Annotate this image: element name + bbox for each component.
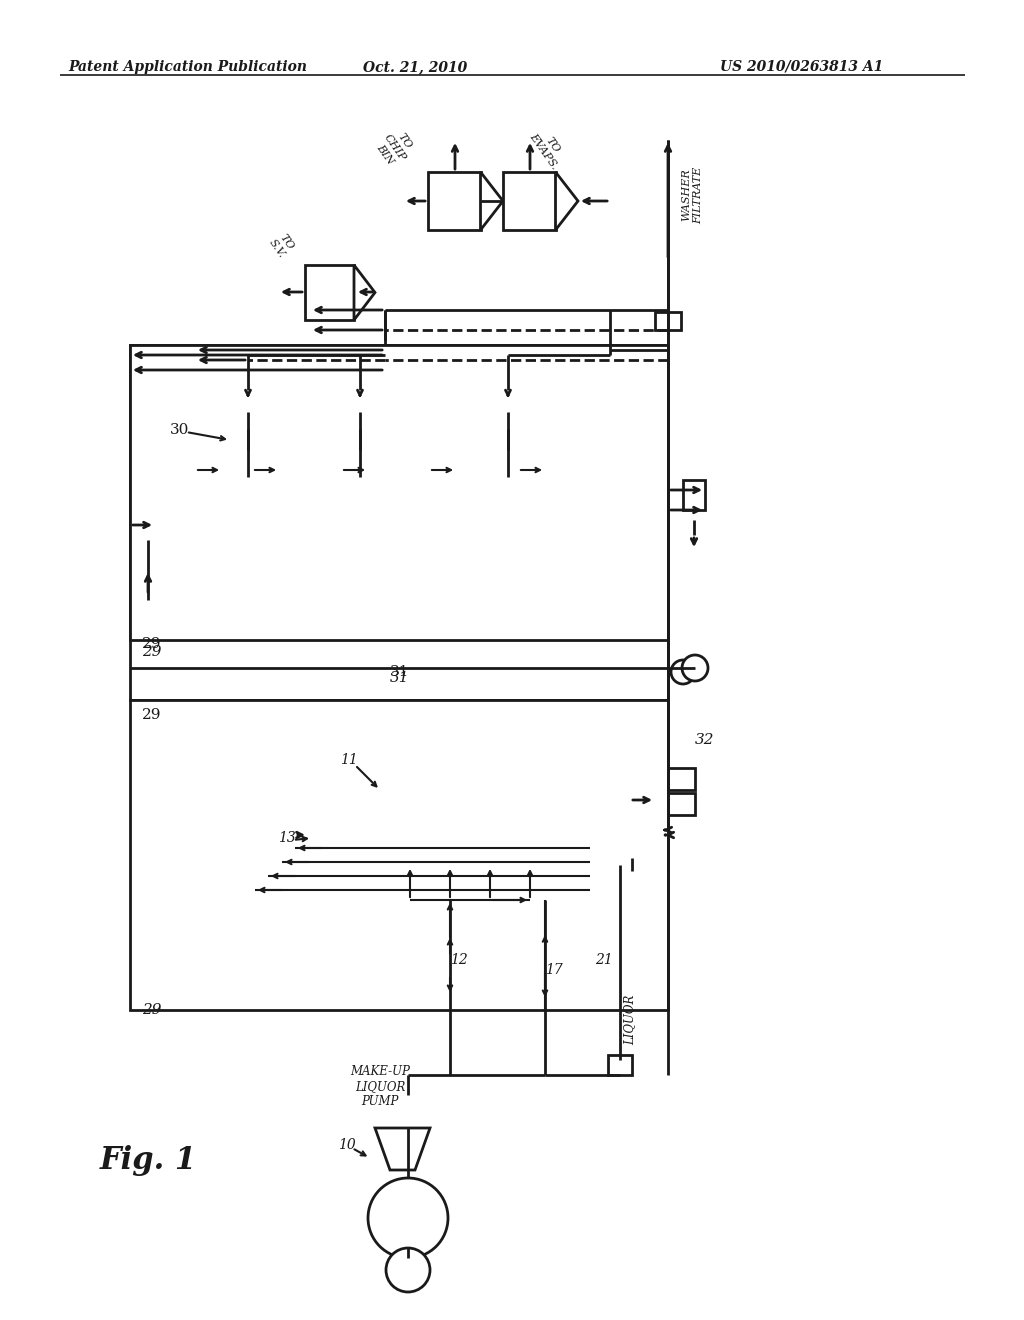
Text: 21: 21: [595, 953, 612, 968]
Bar: [130, 345, 668, 640]
Text: 30: 30: [170, 422, 189, 437]
Text: 29: 29: [142, 708, 162, 722]
Circle shape: [346, 401, 374, 429]
Bar: [386, 412, 414, 528]
Bar: [130, 345, 668, 630]
Bar: [237, 449, 259, 463]
Bar: [683, 480, 705, 510]
Text: Patent Application Publication: Patent Application Publication: [68, 59, 307, 74]
Bar: [130, 630, 668, 700]
Text: US 2010/0263813 A1: US 2010/0263813 A1: [720, 59, 884, 74]
Text: 31: 31: [390, 671, 410, 685]
Bar: [655, 312, 681, 330]
Bar: [346, 795, 633, 866]
Bar: [346, 795, 633, 866]
Text: MAKE-UP
LIQUOR
PUMP: MAKE-UP LIQUOR PUMP: [350, 1065, 410, 1107]
Bar: [655, 793, 695, 814]
Text: TO
EVAPS.: TO EVAPS.: [527, 125, 568, 172]
Text: 31: 31: [390, 665, 410, 678]
Text: TO
CHIP
BIN: TO CHIP BIN: [373, 127, 417, 170]
Bar: [305, 265, 354, 319]
Circle shape: [368, 1177, 449, 1258]
Circle shape: [494, 401, 522, 429]
Bar: [223, 420, 578, 520]
Text: 29: 29: [142, 1003, 162, 1016]
Circle shape: [386, 1247, 430, 1292]
Text: 29: 29: [142, 638, 162, 651]
Text: 10: 10: [338, 1138, 355, 1152]
Bar: [655, 768, 695, 789]
Ellipse shape: [168, 420, 278, 520]
Bar: [130, 700, 668, 1010]
Bar: [223, 420, 578, 520]
Polygon shape: [354, 265, 375, 319]
Polygon shape: [375, 1129, 430, 1170]
Bar: [525, 788, 549, 873]
Bar: [130, 480, 168, 510]
Ellipse shape: [523, 420, 633, 520]
Circle shape: [682, 655, 708, 681]
Text: Fig. 1: Fig. 1: [100, 1144, 198, 1176]
Bar: [608, 1055, 632, 1074]
Bar: [349, 449, 371, 463]
Bar: [503, 172, 555, 230]
Polygon shape: [480, 172, 503, 230]
Text: 29: 29: [142, 645, 162, 659]
Ellipse shape: [308, 795, 384, 866]
Text: LIQUOR: LIQUOR: [624, 995, 637, 1045]
Circle shape: [234, 401, 262, 429]
Bar: [297, 412, 325, 528]
Bar: [428, 172, 480, 230]
Circle shape: [671, 660, 695, 684]
Text: WASHER
FILTRATE: WASHER FILTRATE: [681, 166, 702, 223]
Bar: [429, 788, 453, 873]
Bar: [620, 840, 645, 858]
Text: 13: 13: [278, 832, 296, 845]
Text: 32: 32: [695, 733, 715, 747]
Bar: [475, 412, 503, 528]
Text: 12: 12: [450, 953, 468, 968]
Text: 11: 11: [340, 752, 357, 767]
Polygon shape: [633, 795, 663, 866]
Text: Oct. 21, 2010: Oct. 21, 2010: [362, 59, 467, 74]
Text: TO
S.V.: TO S.V.: [267, 231, 297, 260]
Text: 17: 17: [545, 964, 563, 977]
Bar: [346, 795, 633, 866]
Bar: [497, 449, 519, 463]
Bar: [223, 420, 578, 520]
Polygon shape: [555, 172, 578, 230]
